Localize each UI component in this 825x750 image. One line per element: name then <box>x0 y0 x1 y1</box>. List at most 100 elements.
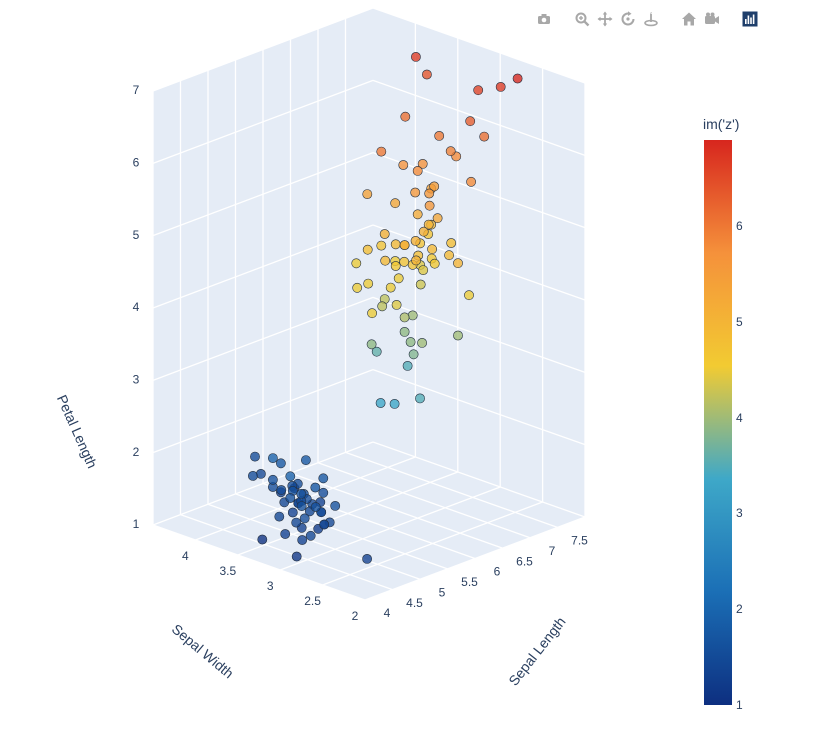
data-point[interactable] <box>465 116 476 127</box>
data-point[interactable] <box>429 181 440 192</box>
data-point[interactable] <box>402 360 413 371</box>
data-point[interactable] <box>424 200 435 211</box>
data-point[interactable] <box>405 337 416 347</box>
data-point[interactable] <box>399 326 410 337</box>
data-point[interactable] <box>351 258 362 269</box>
data-point[interactable] <box>376 146 387 157</box>
data-point[interactable] <box>376 240 387 251</box>
data-point[interactable] <box>473 85 484 96</box>
data-point[interactable] <box>297 535 308 545</box>
data-point[interactable] <box>352 282 363 293</box>
data-point[interactable] <box>296 488 307 499</box>
data-point[interactable] <box>399 312 410 323</box>
data-point[interactable] <box>379 229 390 239</box>
data-point[interactable] <box>421 69 432 80</box>
data-point[interactable] <box>429 258 440 269</box>
data-point[interactable] <box>330 500 341 511</box>
data-point[interactable] <box>464 290 474 301</box>
data-point[interactable] <box>310 502 321 512</box>
data-point[interactable] <box>390 239 401 250</box>
data-point[interactable] <box>267 453 278 463</box>
data-point[interactable] <box>453 330 463 341</box>
data-point[interactable] <box>275 458 286 469</box>
turntable-rotation-button[interactable]: z <box>642 10 660 28</box>
data-point[interactable] <box>305 530 316 541</box>
data-point[interactable] <box>291 551 302 562</box>
data-point[interactable] <box>385 282 396 293</box>
data-point[interactable] <box>367 308 377 319</box>
data-point[interactable] <box>250 451 260 462</box>
data-point[interactable] <box>318 473 329 484</box>
data-point[interactable] <box>495 82 506 92</box>
data-point[interactable] <box>408 349 419 360</box>
data-point[interactable] <box>410 52 421 62</box>
plotly-logo-button[interactable] <box>741 10 759 28</box>
data-point[interactable] <box>362 554 372 564</box>
camera-button[interactable] <box>535 10 553 28</box>
data-point[interactable] <box>399 256 410 267</box>
data-point[interactable] <box>362 244 373 255</box>
data-point[interactable] <box>299 513 310 524</box>
data-point[interactable] <box>400 111 411 122</box>
data-point[interactable] <box>418 226 429 237</box>
data-point[interactable] <box>411 255 421 266</box>
data-point[interactable] <box>377 301 388 312</box>
home-button[interactable] <box>680 10 698 28</box>
data-point[interactable] <box>267 474 278 485</box>
data-point[interactable] <box>407 310 418 321</box>
data-point[interactable] <box>362 189 373 199</box>
data-point[interactable] <box>280 529 291 539</box>
data-point[interactable] <box>296 501 307 511</box>
data-point[interactable] <box>512 73 523 84</box>
data-point[interactable] <box>318 487 329 498</box>
data-point[interactable] <box>427 244 437 255</box>
data-point[interactable] <box>417 337 427 348</box>
data-point[interactable] <box>412 165 423 176</box>
data-point[interactable] <box>285 471 296 482</box>
data-point[interactable] <box>446 238 457 248</box>
data-point[interactable] <box>287 507 298 518</box>
data-point[interactable] <box>398 160 409 170</box>
data-point[interactable] <box>363 278 374 289</box>
pan-button[interactable] <box>596 10 614 28</box>
data-point[interactable] <box>479 131 490 142</box>
data-point[interactable] <box>285 493 296 503</box>
data-point[interactable] <box>393 273 404 284</box>
data-point[interactable] <box>310 482 321 493</box>
data-point[interactable] <box>300 455 311 465</box>
data-point[interactable] <box>255 468 266 479</box>
data-point[interactable] <box>399 240 410 250</box>
data-point[interactable] <box>415 279 426 290</box>
data-point[interactable] <box>444 250 454 261</box>
data-point[interactable] <box>380 255 391 266</box>
data-point[interactable] <box>391 299 402 310</box>
data-point[interactable] <box>424 188 435 199</box>
data-point[interactable] <box>257 534 268 545</box>
data-point[interactable] <box>453 258 463 269</box>
zoom-button[interactable] <box>573 10 591 28</box>
camera-last-save-button[interactable] <box>703 10 721 28</box>
data-point[interactable] <box>390 198 401 209</box>
data-point[interactable] <box>417 158 428 169</box>
data-point[interactable] <box>366 339 377 350</box>
data-point[interactable] <box>319 519 330 530</box>
data-point[interactable] <box>247 470 258 481</box>
data-point[interactable] <box>412 209 423 220</box>
data-point[interactable] <box>276 485 287 495</box>
data-point[interactable] <box>434 130 445 141</box>
data-point[interactable] <box>418 265 429 275</box>
data-point[interactable] <box>445 146 456 157</box>
data-point[interactable] <box>371 346 382 357</box>
data-point[interactable] <box>423 219 434 230</box>
data-point[interactable] <box>432 213 443 224</box>
data-point[interactable] <box>375 398 386 408</box>
data-point[interactable] <box>415 393 425 404</box>
data-point[interactable] <box>410 187 421 198</box>
orbit-rotation-button[interactable] <box>619 10 637 28</box>
data-point[interactable] <box>390 261 401 271</box>
data-point[interactable] <box>466 176 476 187</box>
data-point[interactable] <box>389 398 400 409</box>
data-point[interactable] <box>274 511 285 522</box>
data-point[interactable] <box>291 517 302 528</box>
